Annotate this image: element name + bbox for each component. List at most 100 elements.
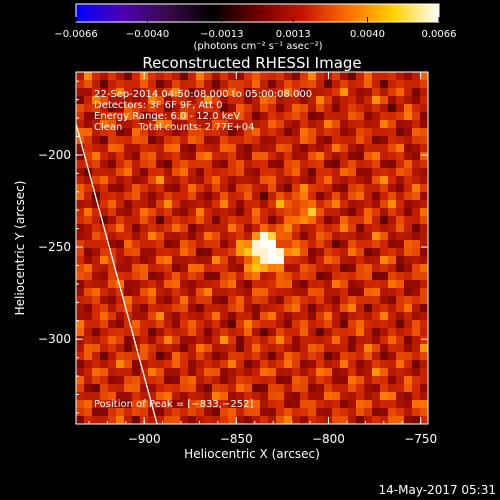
heatmap-cell xyxy=(148,168,157,177)
heatmap-cell xyxy=(188,328,197,337)
heatmap-cell xyxy=(340,88,349,97)
heatmap-cell xyxy=(340,72,349,81)
heatmap-cell xyxy=(140,376,149,385)
heatmap-cell xyxy=(92,200,101,209)
heatmap-cell xyxy=(260,96,269,105)
heatmap-cell xyxy=(412,80,421,89)
heatmap-cell xyxy=(252,416,261,424)
heatmap-cell xyxy=(204,368,213,377)
heatmap-cell xyxy=(244,112,253,121)
heatmap-cell xyxy=(124,208,133,217)
heatmap-cell xyxy=(284,192,293,201)
heatmap-cell xyxy=(188,136,197,145)
heatmap-cell xyxy=(380,216,389,225)
heatmap-cell xyxy=(388,72,397,81)
heatmap-cell xyxy=(260,72,269,81)
heatmap-cell xyxy=(300,96,309,105)
heatmap-cell xyxy=(284,160,293,169)
heatmap-cell xyxy=(380,288,389,297)
heatmap-cell xyxy=(388,208,397,217)
heatmap-cell xyxy=(76,280,85,289)
heatmap-cell xyxy=(412,136,421,145)
heatmap-cell xyxy=(84,344,93,353)
heatmap-cell xyxy=(84,216,93,225)
heatmap-cell xyxy=(92,152,101,161)
heatmap-cell xyxy=(140,392,149,401)
heatmap-cell xyxy=(212,136,221,145)
heatmap-cell xyxy=(380,104,389,113)
heatmap-cell xyxy=(84,304,93,313)
heatmap-cell xyxy=(100,248,109,257)
heatmap-cell xyxy=(124,160,133,169)
heatmap-cell xyxy=(108,408,117,417)
heatmap-cell xyxy=(196,352,205,361)
heatmap-cell xyxy=(196,416,205,424)
heatmap-cell xyxy=(164,392,173,401)
heatmap-cell xyxy=(348,256,357,265)
heatmap-cell xyxy=(196,296,205,305)
heatmap-cell xyxy=(92,224,101,233)
heatmap-cell xyxy=(76,368,85,377)
heatmap-cell xyxy=(116,208,125,217)
y-tick-label: −200 xyxy=(38,148,71,162)
heatmap-cell xyxy=(364,384,373,393)
heatmap-cell xyxy=(316,256,325,265)
heatmap-cell xyxy=(260,280,269,289)
heatmap-cell xyxy=(140,96,149,105)
heatmap-cell xyxy=(204,128,213,137)
heatmap-cell xyxy=(276,376,285,385)
heatmap-cell xyxy=(364,200,373,209)
heatmap-cell xyxy=(92,400,101,409)
heatmap-cell xyxy=(220,72,229,81)
heatmap-cell xyxy=(156,320,165,329)
heatmap-cell xyxy=(212,328,221,337)
heatmap-cell xyxy=(132,176,141,185)
heatmap-cell xyxy=(332,360,341,369)
heatmap-cell xyxy=(108,200,117,209)
heatmap-cell xyxy=(388,352,397,361)
heatmap-cell xyxy=(308,328,317,337)
heatmap-cell xyxy=(268,120,277,129)
heatmap-cell xyxy=(260,392,269,401)
heatmap-cell xyxy=(204,216,213,225)
heatmap-cell xyxy=(348,288,357,297)
heatmap-cell xyxy=(420,112,428,121)
heatmap-cell xyxy=(156,208,165,217)
heatmap-cell xyxy=(100,408,109,417)
heatmap-cell xyxy=(300,344,309,353)
heatmap-cell xyxy=(92,160,101,169)
heatmap-cell xyxy=(364,104,373,113)
heatmap-cell xyxy=(364,416,373,424)
heatmap-cell xyxy=(132,184,141,193)
heatmap-cell xyxy=(332,352,341,361)
heatmap-cell xyxy=(172,376,181,385)
heatmap-cell xyxy=(116,280,125,289)
heatmap-cell xyxy=(340,136,349,145)
heatmap-cell xyxy=(140,360,149,369)
heatmap-cell xyxy=(188,96,197,105)
heatmap-cell xyxy=(340,344,349,353)
heatmap-cell xyxy=(204,280,213,289)
heatmap-cell xyxy=(420,408,428,417)
heatmap-cell xyxy=(332,296,341,305)
heatmap-cell xyxy=(220,176,229,185)
heatmap-cell xyxy=(284,144,293,153)
heatmap-cell xyxy=(196,304,205,313)
heatmap-cell xyxy=(356,264,365,273)
heatmap-cell xyxy=(388,160,397,169)
heatmap-cell xyxy=(380,296,389,305)
heatmap-cell xyxy=(340,144,349,153)
heatmap-cell xyxy=(180,264,189,273)
heatmap-cell xyxy=(188,120,197,129)
heatmap-cell xyxy=(100,392,109,401)
heatmap-cell xyxy=(148,312,157,321)
heatmap-cell xyxy=(372,408,381,417)
heatmap-cell xyxy=(92,368,101,377)
heatmap-cell xyxy=(412,400,421,409)
heatmap-cell xyxy=(260,232,269,241)
heatmap-cell xyxy=(148,136,157,145)
heatmap-cell xyxy=(196,152,205,161)
heatmap-cell xyxy=(84,368,93,377)
heatmap-cell xyxy=(252,288,261,297)
heatmap-cell xyxy=(244,368,253,377)
